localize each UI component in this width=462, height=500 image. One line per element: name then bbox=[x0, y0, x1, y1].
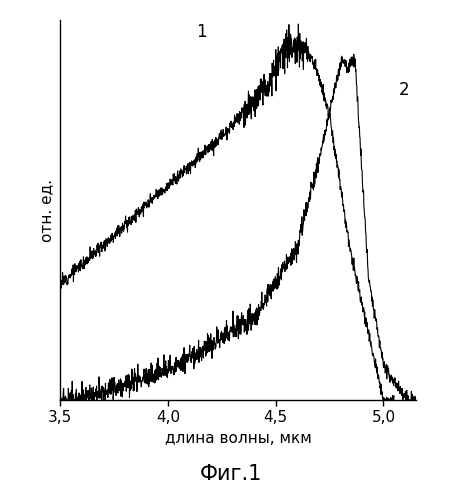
Text: 1: 1 bbox=[196, 23, 207, 41]
Text: Фиг.1: Фиг.1 bbox=[200, 464, 262, 484]
X-axis label: длина волны, мкм: длина волны, мкм bbox=[164, 431, 311, 446]
Text: 2: 2 bbox=[399, 82, 409, 100]
Y-axis label: отн. ед.: отн. ед. bbox=[40, 178, 55, 242]
